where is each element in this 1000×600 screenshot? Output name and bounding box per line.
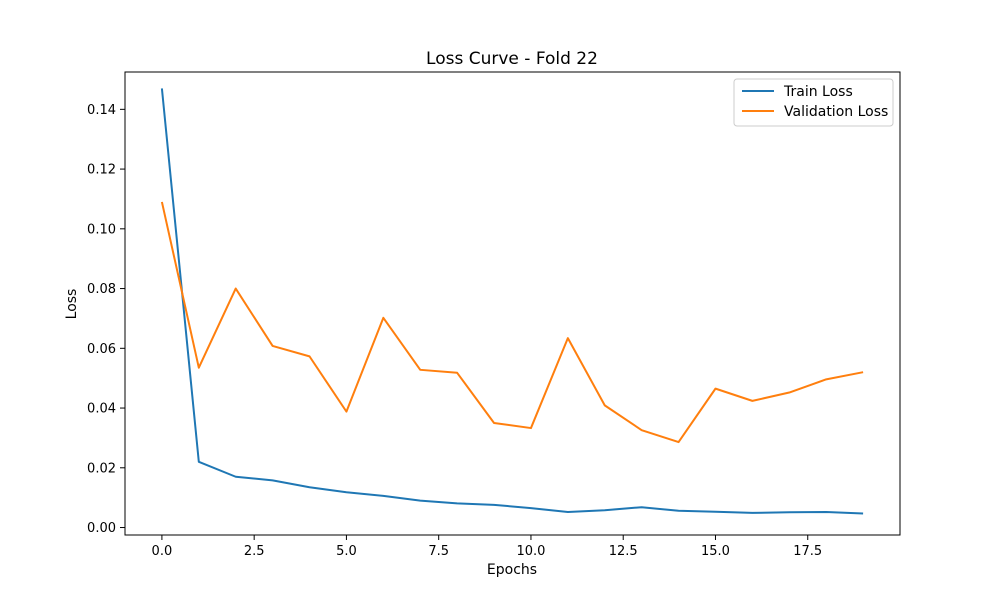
y-tick-label: 0.00	[87, 521, 116, 536]
legend: Train Loss Validation Loss	[733, 78, 894, 127]
y-tick-label: 0.02	[87, 461, 116, 476]
x-axis-label: Epochs	[487, 562, 537, 578]
x-tick-label: 0.0	[152, 544, 173, 559]
x-tick-label: 17.5	[793, 544, 822, 559]
x-tick-label: 10.0	[516, 544, 545, 559]
y-tick-label: 0.10	[87, 222, 116, 237]
x-tick-label: 15.0	[701, 544, 730, 559]
series-lines	[160, 88, 864, 515]
chart-title: Loss Curve - Fold 22	[426, 49, 598, 69]
y-tick-label: 0.12	[87, 163, 116, 178]
x-tick-label: 7.5	[428, 544, 449, 559]
legend-label-train-loss: Train Loss	[783, 84, 853, 100]
y-axis-label: Loss	[64, 289, 80, 320]
y-tick-label: 0.06	[87, 342, 116, 357]
x-tick-label: 2.5	[244, 544, 265, 559]
x-axis-ticks: 0.0 2.5 5.0 7.5 10.0 12.5 15.0 17.5	[152, 535, 822, 559]
series-line-validation-loss	[160, 201, 864, 444]
x-tick-label: 5.0	[336, 544, 357, 559]
y-tick-label: 0.04	[87, 402, 116, 417]
series-line-train-loss	[160, 88, 864, 515]
legend-label-validation-loss: Validation Loss	[784, 104, 888, 120]
plot-area-frame	[124, 71, 901, 536]
x-tick-label: 12.5	[609, 544, 638, 559]
y-tick-label: 0.08	[87, 282, 116, 297]
y-axis-ticks: 0.00 0.02 0.04 0.06 0.08 0.10 0.12 0.14	[87, 103, 125, 536]
y-tick-label: 0.14	[87, 103, 116, 118]
